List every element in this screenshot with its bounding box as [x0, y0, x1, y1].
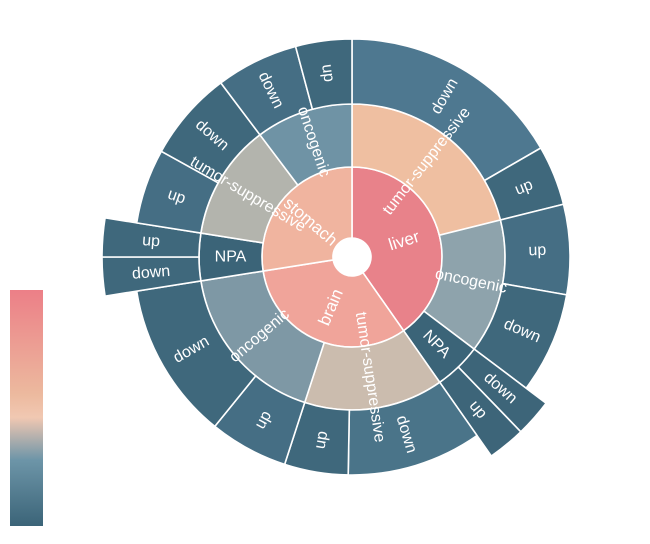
label-liver-oncogenic-up: up	[528, 242, 546, 260]
label-brain-oncogenic-up: up	[252, 408, 275, 432]
label-liver-tumor-suppressive-up: up	[513, 176, 536, 198]
label-stomach-npa: NPA	[215, 249, 247, 266]
label-stomach-tumor-suppressive-up: up	[165, 186, 187, 208]
sunburst-segments	[101, 38, 571, 476]
label-stomach-npa-up: up	[142, 232, 161, 250]
segment-stomach-oncogenic-up[interactable]	[294, 38, 353, 111]
label-brain-tumor-suppressive-up: up	[312, 430, 332, 450]
label-stomach-npa-down: down	[131, 263, 170, 283]
label-stomach-oncogenic-up: up	[318, 63, 337, 83]
color-scale-legend	[10, 290, 43, 526]
